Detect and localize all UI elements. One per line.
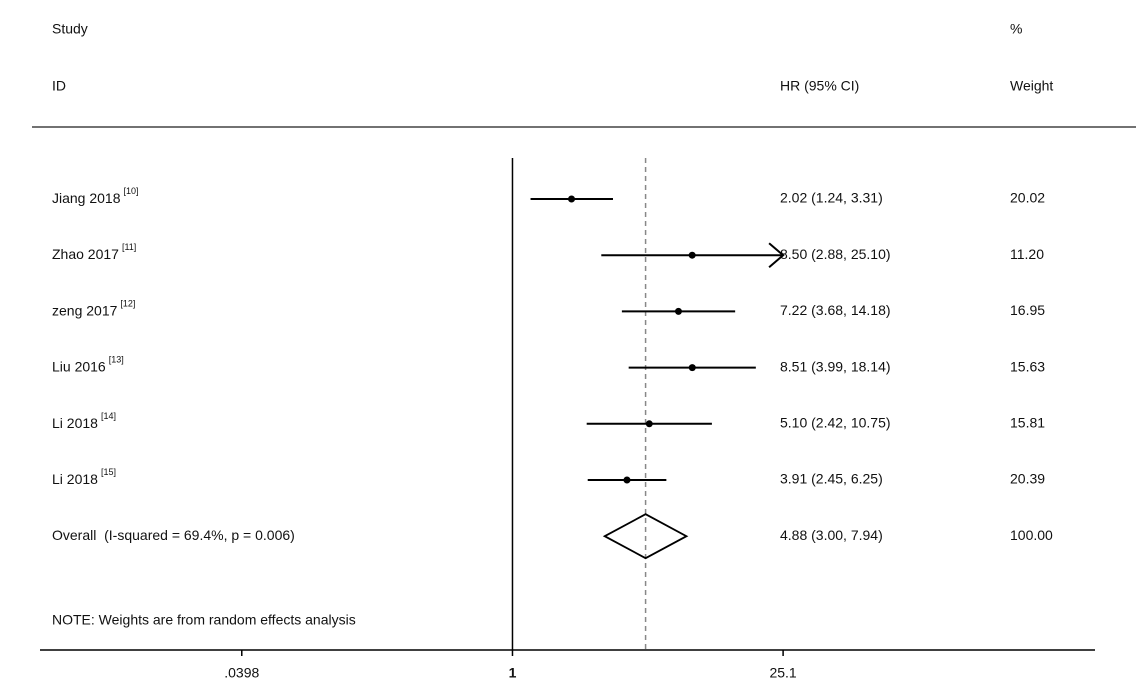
ci-label: 2.02 (1.24, 3.31)	[780, 190, 883, 206]
point-estimate	[688, 251, 696, 259]
study-label: zeng 2017 [12]	[52, 299, 135, 318]
reference: [10]	[124, 186, 139, 196]
ci-label: 8.51 (3.99, 18.14)	[780, 358, 891, 374]
point-estimate	[674, 307, 682, 315]
weight-label: 15.63	[1010, 358, 1045, 374]
study-label: Liu 2016 [13]	[52, 355, 124, 374]
study-name: Zhao 2017	[52, 246, 119, 262]
study-name: Liu 2016	[52, 358, 106, 374]
ci-label: 7.22 (3.68, 14.18)	[780, 302, 891, 318]
x-tick-label: 1	[509, 665, 517, 681]
column-header: ID	[52, 78, 66, 94]
weight-label: 20.02	[1010, 190, 1045, 206]
note: NOTE: Weights are from random effects an…	[52, 612, 356, 628]
study-name: Li 2018	[52, 415, 98, 431]
reference: [13]	[109, 355, 124, 365]
column-header: %	[1010, 21, 1022, 37]
study-name: Li 2018	[52, 471, 98, 487]
reference: [12]	[120, 299, 135, 309]
x-tick-label: 25.1	[769, 665, 796, 681]
weight-label: 11.20	[1010, 246, 1044, 262]
column-header: Study	[52, 21, 88, 37]
weight-label: 100.00	[1010, 527, 1053, 543]
point-estimate	[645, 420, 653, 428]
ci-label: 4.88 (3.00, 7.94)	[780, 527, 883, 543]
study-label: Jiang 2018 [10]	[52, 186, 139, 205]
study-label: Li 2018 [14]	[52, 411, 116, 430]
reference: [15]	[101, 467, 116, 477]
column-header: Weight	[1010, 78, 1053, 94]
study-label: Zhao 2017 [11]	[52, 243, 136, 262]
overall-label: Overall (I-squared = 69.4%, p = 0.006)	[52, 527, 295, 543]
ci-label: 3.91 (2.45, 6.25)	[780, 471, 883, 487]
reference: [14]	[101, 411, 116, 421]
column-header: HR (95% CI)	[780, 78, 859, 94]
ci-label: 8.50 (2.88, 25.10)	[780, 246, 891, 262]
study-name: Jiang 2018	[52, 190, 121, 206]
weight-label: 16.95	[1010, 302, 1045, 318]
reference: [11]	[122, 243, 136, 253]
point-estimate	[568, 195, 576, 203]
x-tick-label: .0398	[224, 665, 259, 681]
point-estimate	[623, 476, 631, 484]
weight-label: 20.39	[1010, 471, 1045, 487]
overall-diamond	[602, 513, 689, 560]
point-estimate	[688, 364, 696, 372]
ci-label: 5.10 (2.42, 10.75)	[780, 415, 891, 431]
study-name: zeng 2017	[52, 302, 118, 318]
weight-label: 15.81	[1010, 415, 1045, 431]
study-label: Li 2018 [15]	[52, 467, 116, 486]
ci-arrow	[768, 242, 785, 268]
